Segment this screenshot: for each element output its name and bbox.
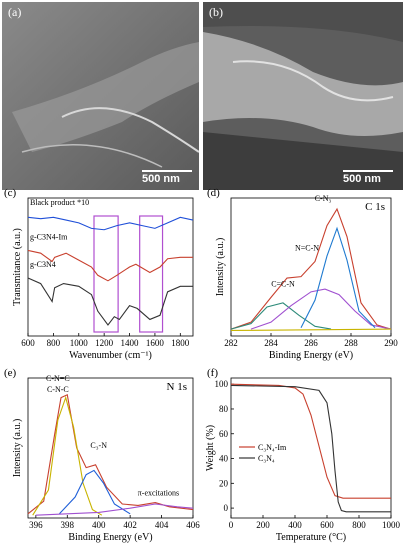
series-label: g-C3N4-Im: [30, 232, 68, 241]
peak-label: C-N-C: [47, 385, 69, 394]
x-tick-label: 800: [47, 338, 61, 348]
x-tick-label: 600: [320, 520, 334, 530]
series-line-c-n-: [230, 384, 391, 513]
legend-entry: C₃N₄: [258, 454, 275, 463]
panel-label-c: (c): [4, 187, 17, 199]
plot-frame: [27, 377, 194, 519]
x-tick-label: 286: [304, 338, 318, 348]
plot-frame: [230, 377, 392, 519]
chart-panel-c: (c) 600 800 1000 1200 1400 1600 1800 Wavenumber …: [4, 187, 194, 361]
x-tick-label: 398: [61, 520, 75, 530]
sem-texture-a: [2, 2, 199, 190]
plot-frame: [230, 197, 392, 337]
series-label: g-C3N4: [30, 260, 56, 269]
y-axis-label: Intensity (a.u.): [215, 238, 226, 297]
x-axis-label: Wavenumber (cm⁻¹): [69, 350, 152, 361]
x-tick-label: 400: [92, 520, 106, 530]
chart-title: N 1s: [167, 381, 187, 393]
y-tick-label: 60: [219, 429, 229, 439]
x-tick-label: 402: [123, 520, 137, 530]
peak-label: C-N₃: [315, 194, 332, 203]
x-tick-label: 1000: [70, 338, 89, 348]
series-line-g-c3n4: [27, 277, 193, 326]
y-axis-label: Weight (%): [205, 425, 216, 471]
x-tick-label: 1000: [382, 520, 401, 530]
series-line--excitations: [35, 503, 194, 516]
y-axis-label: Intensity (a.u.): [12, 419, 23, 478]
x-tick-label: 0: [229, 520, 234, 530]
peak-label: C₃-N: [90, 441, 107, 450]
x-tick-label: 406: [186, 520, 200, 530]
series-line-c-n-im: [230, 383, 391, 499]
series-line-c3-n: [59, 469, 131, 515]
plot-frame: [27, 197, 194, 337]
panel-label-a: (a): [8, 5, 22, 19]
chart-panel-e: (e) 396 398 400 402 404 406 Binding Energy (eV)…: [4, 367, 200, 543]
x-tick-label: 1200: [95, 338, 114, 348]
series-line-envelope: [230, 207, 392, 330]
x-tick-label: 200: [256, 520, 270, 530]
x-axis-label: Temperature (°C): [276, 532, 346, 543]
y-tick-label: 100: [215, 379, 229, 389]
series-line-black-product-10: [27, 216, 194, 231]
x-tick-label: 1600: [146, 338, 165, 348]
peak-label: N=C-N: [295, 243, 319, 252]
series-line-c-n-c-c-n-c: [32, 395, 103, 516]
series-line-n-c-n: [250, 288, 392, 330]
x-axis-label: Binding Energy (eV): [68, 532, 152, 543]
x-tick-label: 400: [288, 520, 302, 530]
panel-label-b: (b): [209, 5, 223, 19]
x-tick-label: 284: [264, 338, 278, 348]
y-tick-label: 40: [219, 454, 229, 464]
x-axis-label: Binding Energy (eV): [269, 350, 353, 361]
scale-bar-a: [142, 170, 192, 172]
series-line-c-c-n: [230, 302, 332, 330]
chart-title: C 1s: [365, 201, 385, 213]
scale-text-a: 500 nm: [142, 173, 180, 185]
x-tick-label: 290: [384, 338, 398, 348]
x-tick-label: 396: [29, 520, 43, 530]
x-tick-label: 404: [155, 520, 169, 530]
series-line-g-c3n4-im: [27, 249, 193, 282]
chart-panel-d: (d) 282 284 286 288 290 Binding Energy (eV) Int…: [207, 187, 398, 361]
y-tick-label: 0: [224, 503, 229, 513]
peak-label: C-N=C: [46, 374, 70, 383]
x-tick-label: 1400: [121, 338, 140, 348]
panel-label-f: (f): [207, 367, 218, 379]
series-line-baseline: [230, 328, 392, 332]
x-tick-label: 282: [224, 338, 238, 348]
y-tick-label: 80: [219, 404, 229, 414]
highlight-box: [139, 215, 164, 333]
x-tick-label: 288: [344, 338, 358, 348]
sem-image-a: (a) 500 nm: [2, 2, 199, 190]
series-label: Black product *10: [30, 198, 89, 207]
x-tick-label: 1800: [171, 338, 190, 348]
series-line-envelope: [27, 394, 194, 515]
series-line-c-n3: [300, 226, 376, 329]
peak-label: C=C-N: [271, 279, 295, 288]
x-tick-label: 600: [21, 338, 35, 348]
peak-label: π-excitations: [138, 489, 179, 498]
sem-texture-b: [203, 2, 403, 190]
highlight-box: [93, 215, 119, 333]
chart-panel-f: (f) 0 200 400 600 800 1000 0 20 40 60 80 100 Temperat…: [205, 367, 401, 543]
y-axis-label: Transmitance (a.u.): [12, 228, 23, 306]
scale-bar-b: [343, 170, 393, 172]
sem-image-b: (b) 500 nm: [203, 2, 403, 190]
panel-label-d: (d): [207, 187, 220, 199]
scale-text-b: 500 nm: [343, 173, 381, 185]
legend-entry: C₃N₄-Im: [258, 443, 287, 452]
panel-label-e: (e): [4, 367, 17, 379]
y-tick-label: 20: [219, 478, 229, 488]
x-tick-label: 800: [352, 520, 366, 530]
